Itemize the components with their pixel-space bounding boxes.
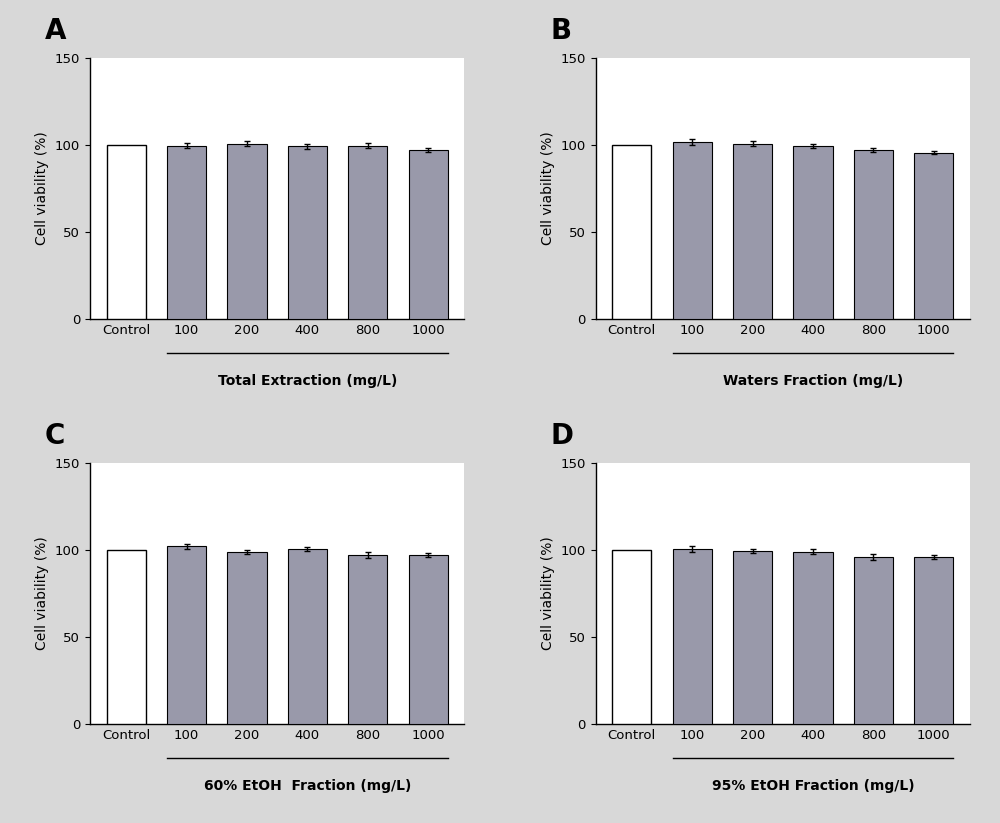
Bar	[288, 549, 327, 724]
Text: B: B	[551, 16, 572, 44]
Bar	[409, 556, 448, 724]
Bar	[793, 146, 833, 319]
Y-axis label: Cell viability (%): Cell viability (%)	[541, 132, 555, 245]
Bar	[348, 556, 387, 724]
Bar	[227, 551, 267, 724]
Bar	[227, 144, 267, 319]
Text: D: D	[551, 421, 574, 449]
Text: 60% EtOH  Fraction (mg/L): 60% EtOH Fraction (mg/L)	[204, 779, 411, 793]
Text: Waters Fraction (mg/L): Waters Fraction (mg/L)	[723, 374, 903, 388]
Bar	[793, 551, 833, 724]
Bar	[167, 546, 206, 724]
Bar	[914, 152, 953, 319]
Text: 95% EtOH Fraction (mg/L): 95% EtOH Fraction (mg/L)	[712, 779, 914, 793]
Bar	[612, 550, 651, 724]
Bar	[612, 145, 651, 319]
Bar	[854, 150, 893, 319]
Bar	[854, 557, 893, 724]
Bar	[107, 550, 146, 724]
Bar	[167, 146, 206, 319]
Y-axis label: Cell viability (%): Cell viability (%)	[541, 537, 555, 650]
Y-axis label: Cell viability (%): Cell viability (%)	[35, 537, 49, 650]
Bar	[107, 145, 146, 319]
Text: A: A	[45, 16, 67, 44]
Bar	[673, 142, 712, 319]
Y-axis label: Cell viability (%): Cell viability (%)	[35, 132, 49, 245]
Bar	[914, 557, 953, 724]
Bar	[733, 144, 772, 319]
Text: C: C	[45, 421, 65, 449]
Bar	[348, 146, 387, 319]
Bar	[733, 551, 772, 724]
Text: Total Extraction (mg/L): Total Extraction (mg/L)	[218, 374, 397, 388]
Bar	[409, 150, 448, 319]
Bar	[288, 146, 327, 319]
Bar	[673, 549, 712, 724]
